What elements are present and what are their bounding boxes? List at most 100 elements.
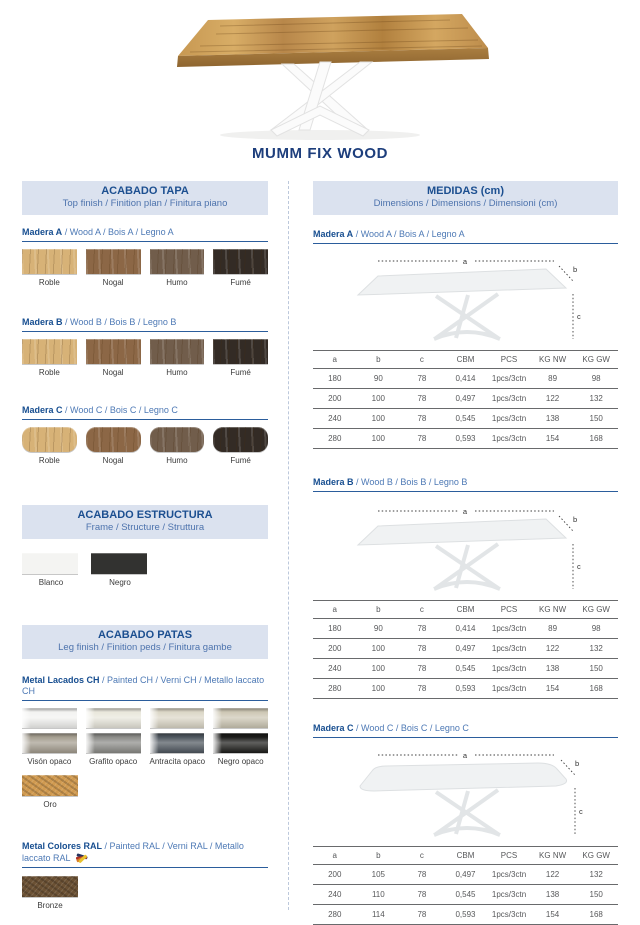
cell-kg-nw: 138 (530, 408, 575, 429)
svg-text:b: b (573, 265, 577, 274)
svg-text:c: c (579, 807, 583, 816)
cell-kg-gw: 98 (574, 368, 618, 389)
wood-swatch-label: Humo (166, 368, 188, 377)
wood-swatch (213, 427, 268, 452)
table-row: 240 110 78 0,545 1pcs/3ctn 138 150 (313, 884, 618, 905)
wood-swatch (149, 249, 205, 274)
cell-a: 180 (313, 368, 357, 389)
measure-section-a: Madera A / Wood A / Bois A / Legno A a (313, 229, 618, 449)
cell-pcs: 1pcs/3ctn (487, 638, 531, 659)
cell-cbm: 0,545 (443, 884, 488, 905)
wood-group-b-label: Madera B / Wood B / Bois B / Legno B (22, 317, 268, 332)
hero: MUMM FIX WOOD (0, 0, 640, 162)
wood-swatch-label: Fumé (230, 456, 251, 465)
dimensions-header: MEDIDAS (cm) Dimensions / Dimensions / D… (313, 181, 618, 215)
table-row: 180 90 78 0,414 1pcs/3ctn 89 98 (313, 618, 618, 639)
wood-group-c-swatches: Roble Nogal Humo (22, 427, 268, 465)
cell-kg-gw: 150 (574, 884, 618, 905)
cell-cbm: 0,497 (443, 638, 488, 659)
wood-swatch (149, 427, 205, 452)
metal-ch-group: Metal Lacados CH / Painted CH / Verni CH… (22, 675, 268, 809)
cell-c: 78 (400, 658, 444, 679)
wood-swatch (22, 249, 77, 274)
cell-kg-gw: 132 (574, 638, 618, 659)
metal-swatch (213, 733, 268, 753)
metal-swatch (22, 708, 77, 728)
metal-ch-label: Metal Lacados CH / Painted CH / Verni CH… (22, 675, 268, 701)
wood-swatch-label: Nogal (102, 456, 124, 465)
cell-pcs: 1pcs/3ctn (487, 678, 531, 699)
column-header: a (313, 350, 357, 369)
wood-swatch-item: Roble (22, 427, 77, 465)
column-header: CBM (443, 350, 488, 369)
leg-finish-subtitle: Leg finish / Finition peds / Finitura ga… (58, 642, 232, 653)
wood-group-a-label: Madera A / Wood A / Bois A / Legno A (22, 227, 268, 242)
cell-cbm: 0,593 (443, 904, 488, 925)
cell-b: 100 (356, 678, 401, 699)
metal-ral-group: Metal Colores RAL / Painted RAL / Verni … (22, 841, 268, 910)
cell-b: 100 (356, 638, 401, 659)
measure-section-c: Madera C / Wood C / Bois C / Legno C a (313, 723, 618, 925)
cell-b: 114 (356, 904, 401, 925)
wood-swatch-label: Nogal (102, 368, 124, 377)
cell-c: 78 (400, 638, 444, 659)
wood-swatch (213, 339, 268, 364)
leg-finish-header: ACABADO PATAS Leg finish / Finition peds… (22, 625, 268, 659)
table-row: 240 100 78 0,545 1pcs/3ctn 138 150 (313, 658, 618, 679)
metal-swatch-label: Antracita opaco (149, 757, 206, 766)
cell-c: 78 (400, 408, 444, 429)
measure-table-c: a b c CBM PCS KG NW KG GW 200 105 78 0,497 1pc… (313, 846, 618, 925)
column-header: b (356, 846, 401, 865)
metal-swatch-item: Antracita opaco (149, 733, 206, 766)
wood-swatch (85, 339, 141, 364)
cell-c: 78 (400, 388, 444, 409)
table-row: 200 100 78 0,497 1pcs/3ctn 122 132 (313, 388, 618, 409)
column-header: a (313, 846, 357, 865)
cell-kg-nw: 122 (530, 388, 575, 409)
cell-a: 200 (313, 388, 357, 409)
measure-section-c-label: Madera C / Wood C / Bois C / Legno C (313, 723, 618, 738)
cell-kg-nw: 122 (530, 638, 575, 659)
metal-swatch-item (22, 708, 77, 728)
cell-cbm: 0,593 (443, 428, 488, 449)
svg-text:b: b (573, 515, 577, 524)
cell-a: 280 (313, 428, 357, 449)
metal-swatch-label: Negro opaco (217, 757, 264, 766)
metal-swatch-item: Grafito opaco (85, 733, 141, 766)
wood-swatch-item: Nogal (85, 427, 141, 465)
cell-kg-nw: 138 (530, 658, 575, 679)
cell-pcs: 1pcs/3ctn (487, 864, 531, 885)
measure-table-b-head: a b c CBM PCS KG NW KG GW (313, 600, 618, 619)
cell-cbm: 0,545 (443, 408, 488, 429)
wood-swatch-label: Roble (38, 368, 60, 377)
gold-swatch-item: Oro (22, 775, 78, 809)
ral-color-fan-icon (75, 853, 87, 863)
metal-swatch (22, 733, 77, 753)
cell-b: 100 (356, 658, 401, 679)
wood-swatch-item: Roble (22, 249, 77, 287)
cell-kg-gw: 98 (574, 618, 618, 639)
table-row: 280 100 78 0,593 1pcs/3ctn 154 168 (313, 428, 618, 449)
wood-group-c: Madera C / Wood C / Bois C / Legno C Rob… (22, 405, 268, 465)
gold-swatch (22, 775, 78, 796)
column-header: KG GW (574, 846, 618, 865)
frame-swatch-item: Negro (91, 553, 149, 587)
metal-swatch-item: Visón opaco (22, 733, 77, 766)
cell-a: 180 (313, 618, 357, 639)
metal-swatch-item (213, 708, 268, 728)
measure-table-a-head: a b c CBM PCS KG NW KG GW (313, 350, 618, 369)
wood-swatch-item: Nogal (85, 339, 141, 377)
measure-table-b-body: 180 90 78 0,414 1pcs/3ctn 89 98 200 (313, 618, 618, 699)
wood-swatch (149, 339, 205, 364)
column-header: c (400, 846, 444, 865)
wood-swatch-label: Humo (166, 456, 188, 465)
metal-swatch (85, 733, 141, 753)
metal-swatch (149, 733, 205, 753)
wood-swatch-item: Fumé (213, 427, 268, 465)
cell-kg-nw: 154 (530, 428, 575, 449)
cell-kg-nw: 89 (530, 618, 575, 639)
wood-swatch-label: Roble (38, 456, 60, 465)
metal-swatch (149, 708, 205, 728)
cell-cbm: 0,497 (443, 388, 488, 409)
wood-swatch-label: Roble (38, 278, 60, 287)
